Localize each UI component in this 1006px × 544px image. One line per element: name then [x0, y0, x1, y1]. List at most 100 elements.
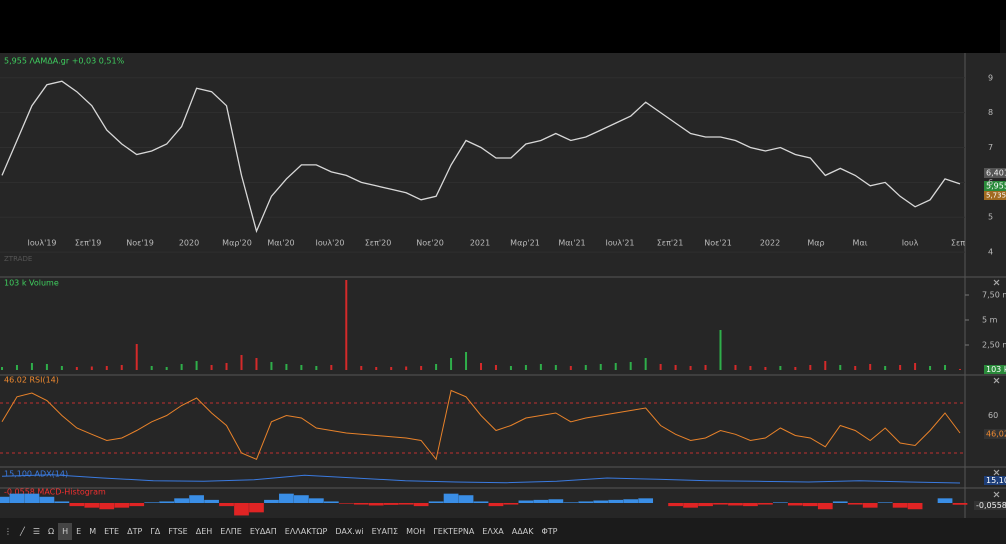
toolbar-button[interactable]: Η: [58, 522, 73, 540]
histogram-bar: [787, 503, 803, 506]
histogram-bar: [54, 501, 70, 503]
close-icon[interactable]: [993, 279, 1000, 286]
volume-bar: [689, 366, 692, 370]
x-tick-label: 2022: [760, 239, 780, 248]
volume-bar: [779, 366, 782, 370]
x-tick-label: 2020: [179, 239, 199, 248]
toolbar-button[interactable]: ΕΤΕ: [104, 526, 120, 536]
toolbar-button[interactable]: ΦΤΡ: [541, 526, 558, 536]
label-box: [984, 429, 1006, 439]
histogram-bar: [593, 500, 609, 503]
histogram-bar: [458, 495, 474, 503]
close-icon[interactable]: [993, 377, 1000, 384]
toolbar-button[interactable]: ΓΔ: [150, 526, 161, 536]
toolbar-button[interactable]: FTSE: [168, 526, 188, 536]
last-label: 15,100: [986, 476, 1006, 485]
separators: [0, 53, 1006, 518]
toolbar-button[interactable]: Μ: [89, 526, 97, 536]
volume-bar: [824, 361, 827, 370]
volume-bar: [959, 368, 961, 370]
toolbar-button[interactable]: ΑΔΑΚ: [511, 526, 534, 536]
histogram-bar: [503, 503, 519, 505]
toolbar: ⋮ ╱ ☰ Ω Η Ε Μ ΕΤΕ ΔΤΡ ΓΔ FTSE ΔΕΗ ΕΛΠΕ ΕΥΔΑΠ ΕΛΛΑΚΤ…: [0, 518, 1006, 544]
y-tick-label: 2,50 m: [982, 341, 1006, 350]
toolbar-button[interactable]: Ε: [76, 526, 82, 536]
x-tick-label: Μαι'21: [558, 239, 585, 248]
histogram-bar: [608, 499, 624, 503]
histogram-bar: [862, 503, 878, 508]
close-icon[interactable]: [993, 491, 1000, 498]
histogram-bar: [84, 503, 100, 508]
volume-bar: [869, 364, 872, 370]
volume-bar: [884, 366, 887, 370]
volume-bar: [614, 363, 617, 370]
close-icons: [993, 279, 1000, 498]
y-tick-label: 4: [988, 248, 993, 257]
list-icon[interactable]: ☰: [32, 526, 40, 536]
label-box: [984, 181, 1006, 191]
top-bar: [0, 0, 1006, 53]
toolbar-button[interactable]: Ω: [48, 526, 55, 536]
last-label: 6,4012: [986, 169, 1006, 178]
volume-bar: [360, 366, 363, 370]
volume-bar: [599, 364, 602, 370]
volume-bar: [659, 364, 662, 370]
toolbar-button[interactable]: ΕΥΔΑΠ: [249, 526, 277, 536]
toolbar-button[interactable]: ΓΕΚΤΕΡΝΑ: [433, 526, 475, 536]
histogram-bar: [114, 503, 130, 508]
last-label: -0,0558: [976, 501, 1006, 510]
histogram-bar: [802, 503, 818, 507]
toolbar-button[interactable]: ΕΛΧΑ: [482, 526, 504, 536]
close-icon[interactable]: [993, 469, 1000, 476]
histogram-bar: [353, 503, 369, 505]
histogram-bar: [294, 495, 309, 503]
volume-bar: [165, 367, 168, 370]
histogram-bar: [743, 503, 758, 507]
volume-bar: [375, 367, 378, 370]
volume-bar: [225, 363, 228, 370]
last-label: 5,955: [986, 182, 1006, 191]
toolbar-button[interactable]: DAX.wi: [335, 526, 364, 536]
histogram-bar: [174, 498, 189, 503]
histogram-bar: [249, 503, 264, 513]
x-tick-label: Νοε'21: [704, 239, 732, 248]
volume-bar: [764, 367, 767, 370]
histogram-bar: [638, 498, 654, 503]
histogram-bar: [698, 503, 713, 507]
histogram-bar: [728, 503, 743, 506]
menu-icon[interactable]: ⋮: [4, 526, 12, 536]
histogram-bar: [832, 501, 848, 503]
volume-bar: [195, 361, 198, 370]
volume-bar: [210, 365, 213, 370]
toolbar-button[interactable]: ΔΕΗ: [195, 526, 213, 536]
x-tick-label: Σεπ'20: [365, 239, 392, 248]
label-box: [984, 168, 1006, 178]
volume-bar: [300, 365, 303, 370]
volume-bar: [584, 365, 587, 370]
label-box: [984, 365, 1006, 374]
x-tick-label: Ιουλ'21: [606, 239, 635, 248]
histogram-bar: [473, 501, 489, 503]
toolbar-button[interactable]: ΕΥΑΠΣ: [371, 526, 399, 536]
histogram-bar: [0, 496, 10, 503]
volume-bar: [345, 280, 348, 370]
volume-bar: [539, 364, 542, 370]
volume-bar: [30, 363, 33, 370]
volume-bar: [674, 365, 677, 370]
toolbar-button[interactable]: ΔΤΡ: [127, 526, 143, 536]
toolbar-button[interactable]: ΕΛΛΑΚΤΩΡ: [284, 526, 328, 536]
volume-bar: [255, 358, 258, 370]
toolbar-button[interactable]: ΜΟΗ: [406, 526, 426, 536]
histogram-bar: [338, 503, 354, 504]
adx-title: 15,100 ADX(14): [4, 470, 68, 479]
toolbar-button[interactable]: ΕΛΠΕ: [220, 526, 242, 536]
x-tick-label: Ιουλ'20: [316, 239, 345, 248]
histogram-bar: [383, 503, 399, 505]
y-tick-label: 7: [988, 143, 993, 152]
y-tick-label: 9: [988, 73, 993, 82]
volume-bar: [839, 365, 842, 370]
draw-icon[interactable]: ╱: [20, 526, 25, 536]
volume-bar: [435, 364, 438, 370]
histogram-bar: [713, 503, 728, 505]
